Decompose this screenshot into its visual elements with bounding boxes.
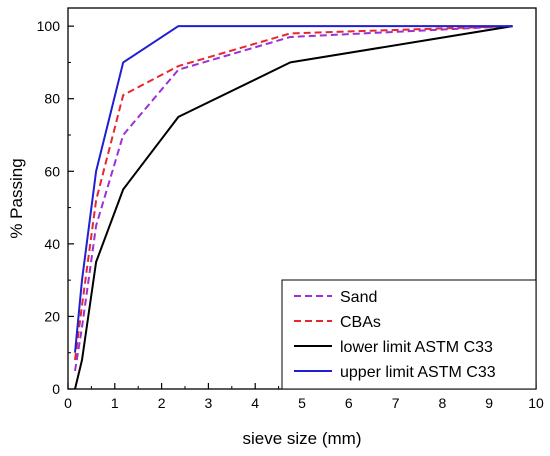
x-tick-label: 9 bbox=[485, 395, 493, 411]
y-tick-label: 80 bbox=[44, 91, 60, 107]
y-tick-label: 20 bbox=[44, 308, 60, 324]
x-tick-label: 0 bbox=[64, 395, 72, 411]
legend-label: Sand bbox=[340, 289, 377, 306]
y-tick-label: 0 bbox=[52, 381, 60, 397]
x-tick-label: 2 bbox=[158, 395, 166, 411]
x-tick-label: 5 bbox=[298, 395, 306, 411]
x-axis-label: sieve size (mm) bbox=[242, 429, 361, 448]
x-tick-label: 6 bbox=[345, 395, 353, 411]
legend-label: lower limit ASTM C33 bbox=[340, 339, 493, 356]
x-tick-label: 3 bbox=[205, 395, 213, 411]
legend-label: upper limit ASTM C33 bbox=[340, 364, 496, 381]
series-line-upper-limit-astm-c33 bbox=[74, 25, 513, 353]
x-tick-label: 4 bbox=[251, 395, 259, 411]
series-line-lower-limit-astm-c33 bbox=[74, 25, 513, 390]
plot-layer bbox=[74, 25, 513, 390]
y-tick-label: 100 bbox=[37, 18, 61, 34]
series-line-sand bbox=[74, 25, 513, 372]
legend-label: CBAs bbox=[340, 314, 381, 331]
x-tick-label: 7 bbox=[392, 395, 400, 411]
x-tick-label: 8 bbox=[439, 395, 447, 411]
series-line-cbas bbox=[74, 25, 513, 361]
y-tick-label: 60 bbox=[44, 163, 60, 179]
x-tick-label: 10 bbox=[528, 395, 544, 411]
x-tick-label: 1 bbox=[111, 395, 119, 411]
y-tick-label: 40 bbox=[44, 236, 60, 252]
legend: Sand CBAs lower limit ASTM C33 upper limit … bbox=[281, 279, 537, 390]
y-axis-label: % Passing bbox=[7, 158, 26, 238]
